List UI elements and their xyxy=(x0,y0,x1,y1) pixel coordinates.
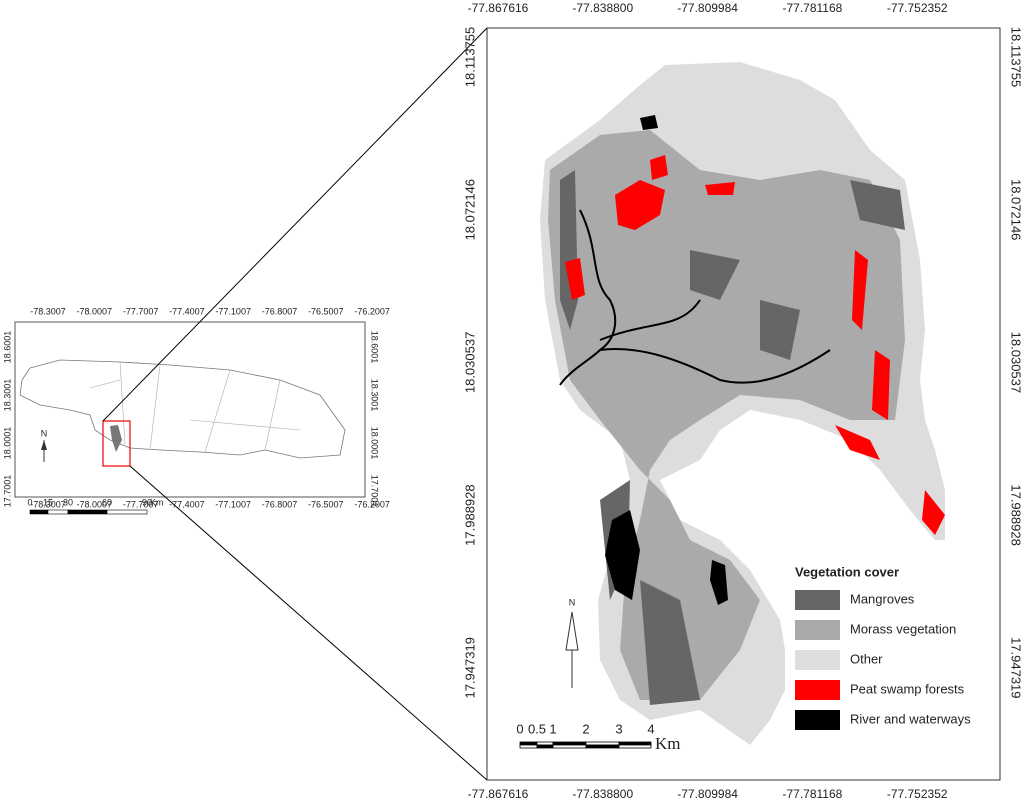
inset-top-tick: -78.0007 xyxy=(77,306,113,316)
main-bottom-tick: -77.781168 xyxy=(782,787,842,801)
main-scale-segment xyxy=(552,741,587,746)
connector-line xyxy=(102,27,488,422)
inset-top-tick: -76.2007 xyxy=(354,306,390,316)
inset-bottom-tick: -76.5007 xyxy=(308,499,344,509)
inset-scale-segment xyxy=(47,509,69,515)
inset-bottom-tick: -76.8007 xyxy=(262,499,298,509)
main-north-head xyxy=(565,611,579,651)
main-left-tick: 18.072146 xyxy=(462,179,477,240)
legend-swatch xyxy=(795,680,840,700)
main-top-tick: -77.752352 xyxy=(887,1,948,15)
main-left-tick: 18.113755 xyxy=(462,27,477,88)
main-scale-segment xyxy=(618,741,652,746)
inset-scale-label: 0 xyxy=(27,497,32,507)
main-scale-label: 0.5 xyxy=(528,721,546,736)
main-right-tick: 18.072146 xyxy=(1009,179,1024,240)
main-north: N xyxy=(569,597,576,607)
main-scale-label: 1 xyxy=(549,721,556,736)
connector-line xyxy=(129,465,488,781)
inset-scale-unit: Km xyxy=(150,497,164,507)
inset-scale-segment xyxy=(29,509,49,515)
inset-north: N xyxy=(41,428,48,438)
waterways xyxy=(605,115,728,605)
inset-scale-segment xyxy=(67,509,108,515)
river xyxy=(559,209,831,386)
inset-bottom-tick: -77.4007 xyxy=(169,499,205,509)
inset-right-tick: 18.3001 xyxy=(370,379,380,412)
inset-top-tick: -76.5007 xyxy=(308,306,344,316)
main-scale-segment xyxy=(519,741,538,746)
inset-scale-label: 30 xyxy=(63,497,73,507)
main-left-tick: 17.947319 xyxy=(462,637,477,698)
main-right-tick: 17.947319 xyxy=(1009,637,1024,698)
inset-north-head xyxy=(41,440,47,450)
main-right-tick: 18.030537 xyxy=(1009,332,1024,393)
main-scale-segment xyxy=(519,744,538,749)
inset-left-tick: 18.0001 xyxy=(2,427,12,460)
main-scale-label: 0 xyxy=(516,721,523,736)
main-top-tick: -77.781168 xyxy=(782,1,842,15)
main-scale-label: 3 xyxy=(615,721,622,736)
inset-top-tick: -77.1007 xyxy=(215,306,251,316)
main-scale-label: 4 xyxy=(647,721,654,736)
main-scale-segment xyxy=(618,744,652,749)
inset-highlight xyxy=(102,420,131,467)
legend-label: Mangroves xyxy=(850,591,915,606)
main-scale-segment xyxy=(536,741,554,746)
legend-label: Morass vegetation xyxy=(850,621,956,636)
main-right-tick: 17.988928 xyxy=(1009,484,1024,545)
main-scale-segment xyxy=(552,744,587,749)
main-top-tick: -77.809984 xyxy=(677,1,738,15)
legend-swatch xyxy=(795,620,840,640)
legend-label: Other xyxy=(850,651,883,666)
inset-top-tick: -77.4007 xyxy=(169,306,205,316)
inset-top-tick: -76.8007 xyxy=(262,306,298,316)
inset-right-tick: 18.0001 xyxy=(370,427,380,460)
main-scale-label: 2 xyxy=(582,721,589,736)
inset-bottom-tick: -78.3007 xyxy=(30,499,66,509)
inset-scale-label: 90 xyxy=(142,497,152,507)
main-bottom-tick: -77.752352 xyxy=(887,787,948,801)
inset-left-tick: 17.7001 xyxy=(2,475,12,508)
main-bottom-tick: -77.809984 xyxy=(677,787,738,801)
main-left-tick: 17.988928 xyxy=(462,484,477,545)
inset-scale-label: 60 xyxy=(102,497,112,507)
main-bottom-tick: -77.838800 xyxy=(572,787,633,801)
legend-swatch xyxy=(795,650,840,670)
inset-right-tick: 18.6001 xyxy=(370,331,380,364)
legend-label: River and waterways xyxy=(850,711,971,726)
legend-title: Vegetation cover xyxy=(795,564,899,579)
main-scale-segment xyxy=(585,744,620,749)
legend-swatch xyxy=(795,590,840,610)
inset-scale-label: 15 xyxy=(43,497,53,507)
inset-bottom-tick: -77.7007 xyxy=(123,499,159,509)
legend-label: Peat swamp forests xyxy=(850,681,965,696)
inset-right-tick: 17.7001 xyxy=(370,475,380,508)
inset-left-tick: 18.6001 xyxy=(2,331,12,364)
inset-scale-segment xyxy=(106,509,148,515)
inset-left-tick: 18.3001 xyxy=(2,379,12,412)
inset-top-tick: -77.7007 xyxy=(123,306,159,316)
main-right-tick: 18.113755 xyxy=(1009,27,1024,88)
peat-swamp-forests xyxy=(565,155,945,535)
main-scale-segment xyxy=(585,741,620,746)
study-area-mini xyxy=(110,425,122,452)
inset-bottom-tick: -76.2007 xyxy=(354,499,390,509)
main-scale-segment xyxy=(536,744,554,749)
main-left-tick: 18.030537 xyxy=(462,332,477,393)
main-scale-unit: Km xyxy=(655,734,681,753)
main-top-tick: -77.838800 xyxy=(572,1,633,15)
inset-bottom-tick: -78.0007 xyxy=(77,499,113,509)
main-top-tick: -77.867616 xyxy=(468,1,529,15)
jamaica-outline xyxy=(19,359,346,459)
inset-top-tick: -78.3007 xyxy=(30,306,66,316)
legend-swatch xyxy=(795,710,840,730)
parish-lines xyxy=(89,361,301,453)
main-bottom-tick: -77.867616 xyxy=(468,787,529,801)
inset-bottom-tick: -77.1007 xyxy=(215,499,251,509)
